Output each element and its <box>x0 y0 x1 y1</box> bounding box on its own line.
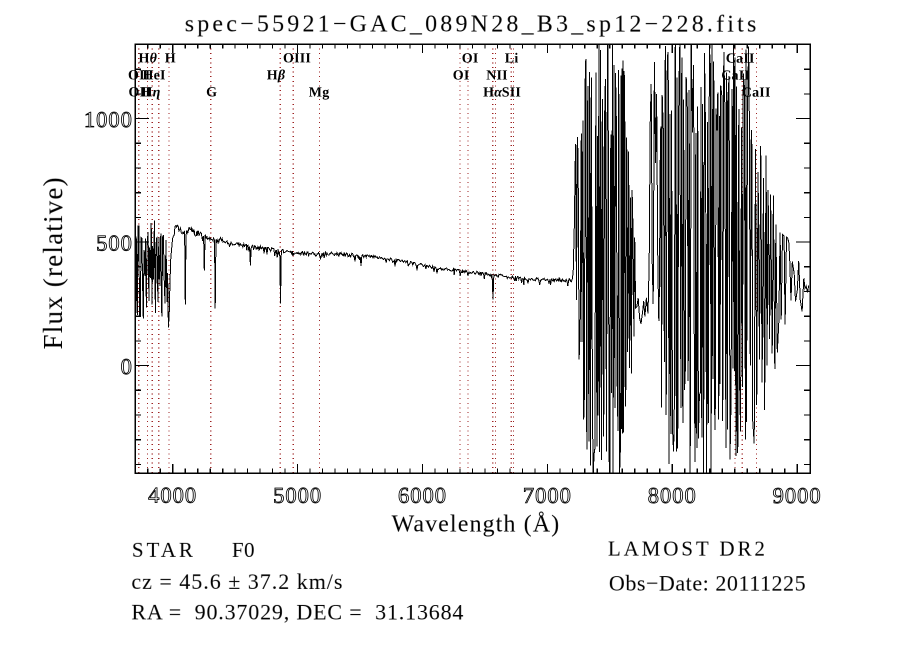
svg-text:spec−55921−GAC_089N28_B3_sp12−: spec−55921−GAC_089N28_B3_sp12−228.fits <box>185 11 760 37</box>
svg-text:F0: F0 <box>232 538 255 562</box>
svg-text:Li: Li <box>505 52 519 67</box>
svg-text:NII: NII <box>486 69 508 84</box>
svg-text:HeI: HeI <box>142 68 165 83</box>
svg-text:OI: OI <box>453 69 470 84</box>
svg-text:8000: 8000 <box>648 483 697 508</box>
svg-text:Hη: Hη <box>141 85 160 100</box>
svg-text:CaII: CaII <box>742 86 771 101</box>
svg-text:Wavelength (Å): Wavelength (Å) <box>392 511 561 537</box>
svg-text:OII: OII <box>128 85 150 100</box>
svg-text:7000: 7000 <box>523 483 572 508</box>
svg-text:CaII: CaII <box>726 52 755 67</box>
svg-text:Obs−Date: 20111225: Obs−Date: 20111225 <box>609 571 806 596</box>
svg-text:CaII: CaII <box>721 69 750 84</box>
svg-text:RA = 90.37029, DEC = 31.1368: RA = 90.37029, DEC = 31.13684 <box>131 599 464 624</box>
svg-text:SII: SII <box>502 86 521 101</box>
svg-text:0: 0 <box>121 354 133 379</box>
svg-text:LAMOST DR2: LAMOST DR2 <box>608 537 768 561</box>
svg-text:G: G <box>206 85 217 100</box>
svg-text:OII: OII <box>128 68 150 83</box>
svg-text:500: 500 <box>96 231 133 256</box>
svg-text:Flux (relative): Flux (relative) <box>38 176 68 349</box>
svg-text:OI: OI <box>462 52 479 67</box>
svg-text:cz = 45.6 ± 37.2 km/s: cz = 45.6 ± 37.2 km/s <box>131 569 343 594</box>
svg-text:9000: 9000 <box>773 483 822 508</box>
svg-text:STAR: STAR <box>132 538 196 562</box>
svg-text:4000: 4000 <box>148 483 197 508</box>
svg-text:H: H <box>165 51 176 66</box>
svg-text:6000: 6000 <box>398 483 447 508</box>
svg-text:Hθ: Hθ <box>139 51 158 66</box>
svg-text:Mg: Mg <box>309 85 330 100</box>
svg-text:1000: 1000 <box>84 107 133 132</box>
svg-text:Hα: Hα <box>483 86 502 101</box>
svg-text:OIII: OIII <box>283 51 311 66</box>
svg-text:5000: 5000 <box>273 483 322 508</box>
svg-text:Hβ: Hβ <box>267 68 286 83</box>
